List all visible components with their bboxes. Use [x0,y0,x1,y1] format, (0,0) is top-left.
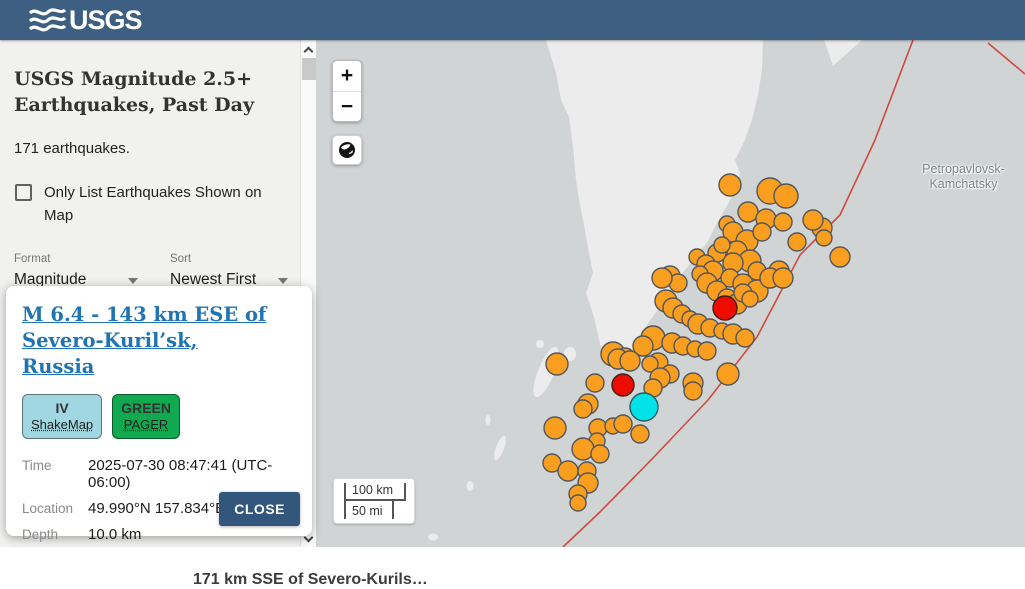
shakemap-intensity: IV [55,400,69,416]
globe-icon [339,142,355,158]
usgs-logo-text: USGS [69,5,143,35]
scale-mi-label: 50 mi [344,501,394,519]
plate-boundary-line-2 [987,42,1025,75]
chevron-down-icon [128,278,138,284]
shakemap-badge[interactable]: IV ShakeMap [22,394,103,439]
map-scale: 100 km 50 mi [333,478,415,524]
time-value: 2025-07-30 08:47:41 (UTC-06:00) [88,457,273,491]
checkbox-label[interactable]: Only List Earthquakes Shown on Map [44,184,262,224]
time-label: Time [22,458,52,473]
location-label: Location [22,501,74,516]
quake-marker[interactable] [585,373,605,393]
quake-marker[interactable] [573,399,593,419]
globe-projection-button[interactable] [332,135,362,165]
earthquake-detail-popup: M 6.4 - 143 km ESE of Severo-Kuril’sk, R… [6,286,312,543]
event-title-link[interactable]: M 6.4 - 143 km ESE of Severo-Kuril’sk, R… [22,303,267,378]
cape-landmass [824,40,862,66]
quake-marker[interactable] [697,341,717,361]
quake-marker[interactable] [741,290,759,308]
earthquake-count: 171 earthquakes. [14,140,130,157]
depth-label: Depth [22,527,59,542]
pager-alert-level: GREEN [121,400,171,416]
only-list-shown-checkbox[interactable] [15,184,32,201]
quake-marker[interactable] [735,328,755,348]
zoom-in-button[interactable]: + [340,64,354,87]
sort-selected-value: Newest First [170,271,257,288]
quake-marker[interactable] [683,381,703,401]
shakemap-link[interactable]: ShakeMap [31,417,94,432]
quake-marker[interactable] [543,416,567,440]
format-selected-value: Magnitude [14,271,87,288]
scroll-up-icon[interactable] [303,46,314,57]
quake-marker[interactable] [619,350,641,372]
quake-marker[interactable] [557,460,579,482]
quake-marker[interactable] [815,229,833,247]
quake-marker[interactable] [787,232,807,252]
kamchatka-landmass [546,40,763,370]
format-label: Format [14,253,51,265]
pager-link[interactable]: PAGER [123,417,169,432]
sort-label: Sort [170,253,192,265]
scrollbar-thumb[interactable] [302,58,316,80]
list-item-partial[interactable]: 171 km SSE of Severo-Kurils… [193,571,428,588]
quake-marker[interactable] [590,444,610,464]
zoom-control: + − [332,60,362,122]
map-canvas[interactable]: Petropavlovsk- Kamchatsky + − 100 km 50 … [316,40,1025,547]
quake-marker[interactable] [630,424,650,444]
quake-marker[interactable] [613,414,633,434]
quake-marker[interactable] [716,362,740,386]
quake-marker[interactable] [718,173,742,197]
quake-markers [542,173,851,512]
quake-marker[interactable] [713,236,731,254]
quake-marker[interactable] [752,222,772,242]
quake-marker[interactable] [737,201,759,223]
map-base-layer [428,40,1025,547]
quake-marker[interactable] [712,295,738,321]
quake-marker[interactable] [802,209,824,231]
quake-marker[interactable] [773,183,799,209]
plate-boundary-line [562,40,914,547]
chevron-down-icon [278,278,288,284]
quake-marker[interactable] [651,267,673,289]
zoom-out-button[interactable]: − [333,91,361,121]
usgs-header-bar: USGS [0,0,1025,40]
close-button[interactable]: CLOSE [219,492,300,526]
usgs-wave-icon [28,8,67,32]
usgs-logo[interactable]: USGS [27,5,143,35]
pager-badge[interactable]: GREEN PAGER [112,394,180,439]
quake-marker[interactable] [641,355,659,373]
quake-marker[interactable] [829,246,851,268]
quake-marker[interactable] [773,212,793,232]
depth-value: 10.0 km [88,526,142,543]
quake-marker[interactable] [611,373,635,397]
city-label: Petropavlovsk- Kamchatsky [922,162,1005,191]
quake-marker[interactable] [772,267,794,289]
quake-marker[interactable] [569,494,587,512]
panel-title: USGS Magnitude 2.5+ Earthquakes, Past Da… [14,68,254,116]
quake-marker[interactable] [632,335,654,357]
quake-marker[interactable] [545,352,569,376]
scale-km-label: 100 km [344,483,406,501]
quake-marker[interactable] [629,392,659,422]
location-value: 49.990°N 157.834°E [88,500,226,517]
